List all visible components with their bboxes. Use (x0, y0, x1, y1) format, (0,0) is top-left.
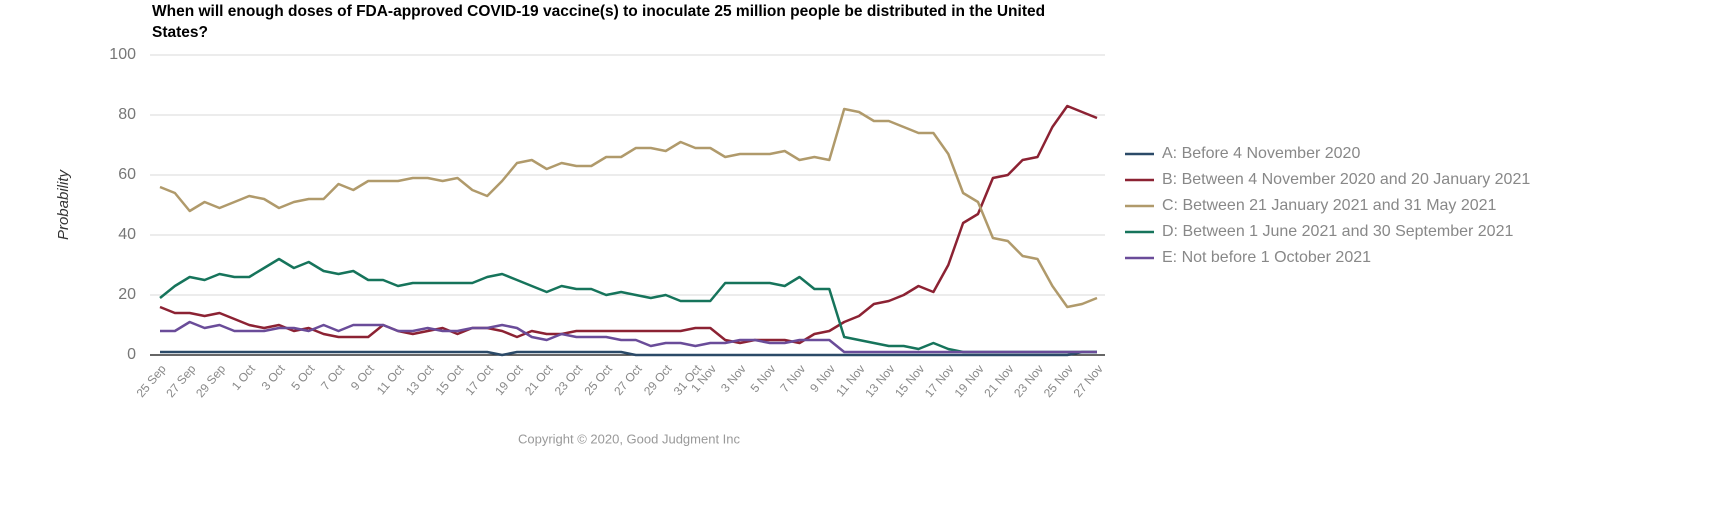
x-tick-label: 29 Sep (193, 362, 228, 400)
x-tick-label: 25 Oct (581, 361, 615, 398)
y-tick-label: 0 (127, 346, 136, 363)
series-line (159, 107, 1098, 309)
x-tick-label: 3 Nov (718, 362, 749, 395)
x-tick-label: 21 Nov (981, 362, 1016, 400)
x-tick-label: 29 Oct (641, 361, 675, 398)
x-tick-label: 15 Oct (433, 361, 467, 398)
x-tick-label: 5 Oct (288, 361, 318, 392)
y-axis-label: Probability (55, 168, 72, 240)
x-tick-label: 25 Sep (134, 362, 169, 400)
x-tick-label: 11 Nov (833, 362, 868, 399)
footer: Copyright © 2020, Good Judgment Inc (518, 431, 741, 446)
chart-title: When will enough doses of FDA-approved C… (152, 3, 1046, 41)
x-tick-label: 1 Oct (229, 361, 259, 392)
x-tick-label: 11 Oct (374, 361, 407, 397)
y-tick-label: 60 (118, 166, 136, 183)
legend-label: B: Between 4 November 2020 and 20 Januar… (1162, 171, 1530, 188)
y-tick-label: 80 (118, 106, 136, 123)
x-tick-label: 27 Sep (163, 362, 198, 400)
x-tick-label: 25 Nov (1041, 362, 1076, 400)
series-line (160, 320, 1097, 354)
x-tick-label: 27 Oct (611, 361, 645, 398)
x-tick-label: 21 Oct (522, 361, 556, 398)
legend-label: C: Between 21 January 2021 and 31 May 20… (1162, 197, 1497, 214)
x-tick-label: 17 Oct (462, 361, 496, 398)
y-tick-label: 100 (109, 46, 136, 63)
series-line (159, 104, 1098, 345)
y-tick-label: 20 (118, 286, 136, 303)
series-line (160, 350, 1097, 357)
legend-label: A: Before 4 November 2020 (1162, 145, 1360, 162)
series-line (159, 257, 1097, 354)
x-tick-label: 13 Nov (862, 362, 897, 400)
x-tick-label: 19 Oct (492, 361, 526, 398)
x-tick-label: 7 Nov (777, 362, 808, 395)
x-tick-label: 19 Nov (952, 362, 987, 400)
x-tick-label: 5 Nov (748, 362, 779, 395)
x-tick-label: 3 Oct (259, 361, 289, 392)
x-tick-label: 17 Nov (922, 362, 957, 400)
legend-label: D: Between 1 June 2021 and 30 September … (1162, 223, 1513, 240)
y-tick-label: 40 (118, 226, 136, 243)
legend-label: E: Not before 1 October 2021 (1162, 249, 1371, 266)
x-tick-label: 23 Nov (1011, 362, 1046, 400)
x-tick-label: 13 Oct (403, 361, 437, 398)
x-tick-label: 7 Oct (318, 361, 348, 392)
x-tick-label: 27 Nov (1071, 362, 1106, 400)
x-tick-label: 15 Nov (892, 362, 927, 400)
x-tick-label: 23 Oct (552, 361, 586, 398)
